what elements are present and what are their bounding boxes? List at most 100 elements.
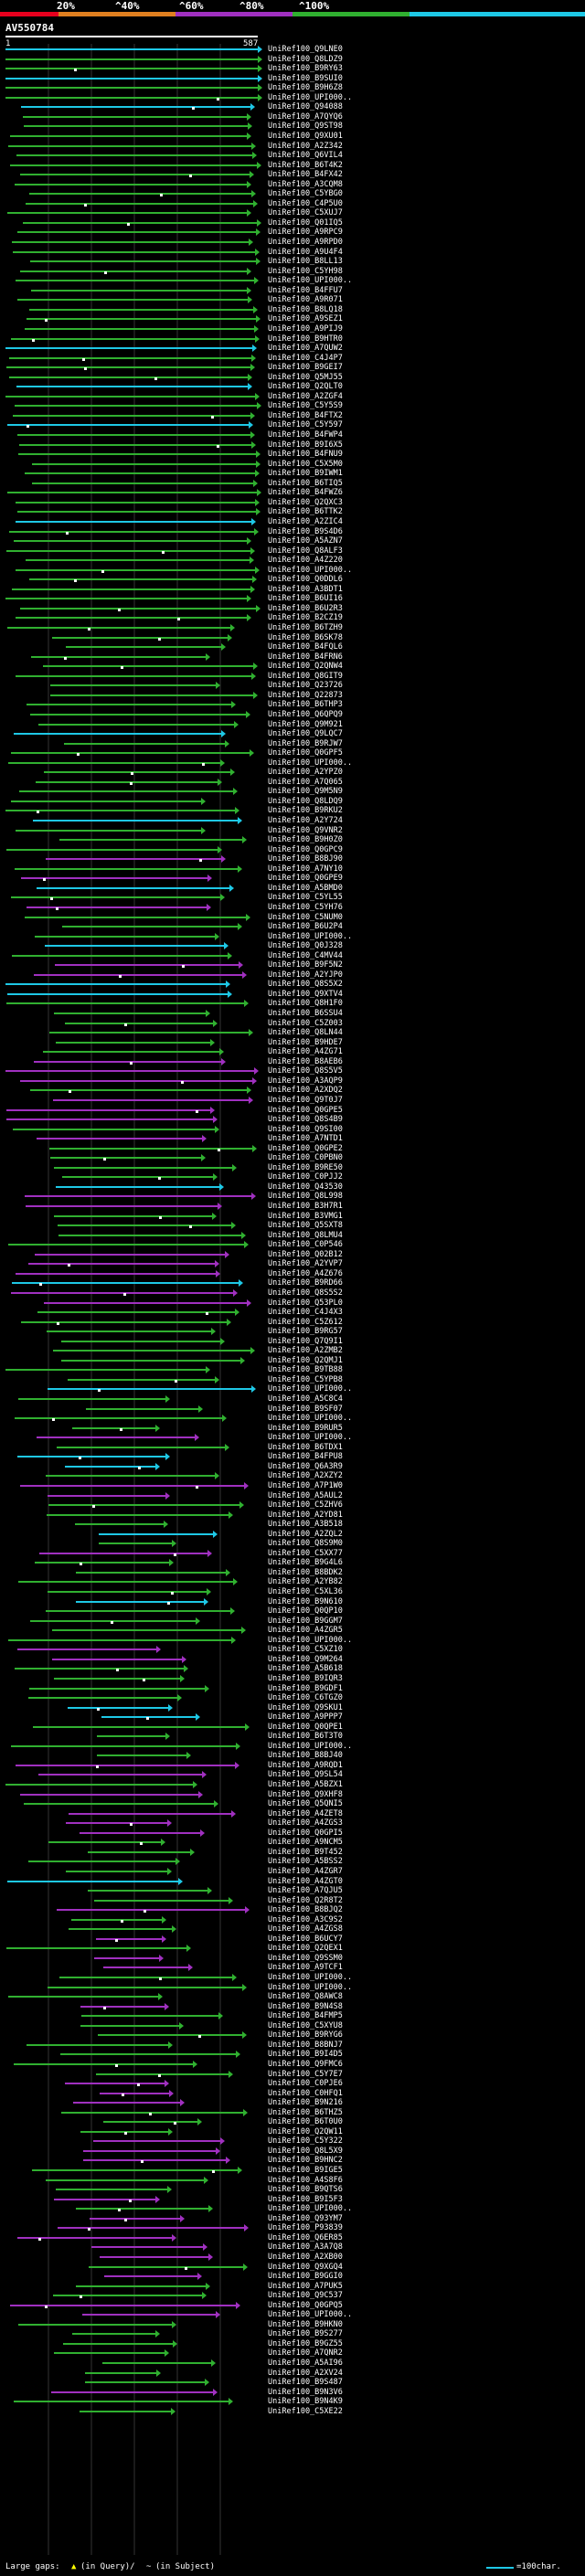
hit-alignment-bar[interactable] — [28, 1263, 215, 1266]
hit-alignment-bar[interactable] — [63, 2342, 173, 2345]
hit-alignment-bar[interactable] — [31, 289, 247, 292]
hit-alignment-bar[interactable] — [7, 627, 230, 629]
hit-label-link[interactable]: UniRef100_B9RY63 — [268, 64, 343, 74]
hit-label-link[interactable]: UniRef100_Q0QP10 — [268, 1606, 343, 1617]
hit-alignment-bar[interactable] — [62, 926, 238, 928]
hit-label-link[interactable]: UniRef100_Q22873 — [268, 690, 343, 700]
hit-label-link[interactable]: UniRef100_B9N3V6 — [268, 2387, 343, 2397]
hit-alignment-bar[interactable] — [75, 1523, 164, 1526]
hit-alignment-bar[interactable] — [53, 1098, 249, 1101]
hit-label-link[interactable]: UniRef100_B6U2R3 — [268, 603, 343, 613]
hit-label-link[interactable]: UniRef100_Q8S5S2 — [268, 1288, 343, 1298]
hit-label-link[interactable]: UniRef100_Q9XTV4 — [268, 989, 343, 999]
hit-label-link[interactable]: UniRef100_A9RQD1 — [268, 1760, 343, 1770]
hit-label-link[interactable]: UniRef100_B4FMP5 — [268, 2011, 343, 2021]
hit-label-link[interactable]: UniRef100_A7QJU5 — [268, 1886, 343, 1896]
hit-alignment-bar[interactable] — [27, 906, 207, 908]
hit-label-link[interactable]: UniRef100_A3BDT1 — [268, 584, 343, 594]
hit-alignment-bar[interactable] — [8, 761, 220, 764]
hit-alignment-bar[interactable] — [100, 2255, 208, 2258]
hit-alignment-bar[interactable] — [38, 1774, 202, 1776]
hit-label-link[interactable]: UniRef100_Q8LN44 — [268, 1028, 343, 1038]
hit-alignment-bar[interactable] — [98, 2034, 242, 2037]
hit-alignment-bar[interactable] — [56, 1041, 210, 1044]
hit-alignment-bar[interactable] — [89, 2265, 243, 2268]
hit-label-link[interactable]: UniRef100_Q8L998 — [268, 1192, 343, 1202]
hit-label-link[interactable]: UniRef100_B6T3T0 — [268, 1732, 343, 1742]
hit-alignment-bar[interactable] — [17, 434, 250, 436]
hit-alignment-bar[interactable] — [7, 492, 257, 494]
hit-alignment-bar[interactable] — [73, 2102, 180, 2104]
hit-alignment-bar[interactable] — [10, 134, 247, 137]
hit-label-link[interactable]: UniRef100_C5XUJ7 — [268, 208, 343, 218]
hit-alignment-bar[interactable] — [14, 540, 247, 543]
hit-alignment-bar[interactable] — [35, 935, 215, 938]
hit-alignment-bar[interactable] — [14, 2062, 193, 2065]
hit-label-link[interactable]: UniRef100_UPI000.. — [268, 931, 353, 941]
hit-label-link[interactable]: UniRef100_Q0GPQ5 — [268, 2300, 343, 2310]
hit-alignment-bar[interactable] — [21, 106, 250, 109]
hit-label-link[interactable]: UniRef100_A4ZGT0 — [268, 1876, 343, 1886]
hit-label-link[interactable]: UniRef100_B9HNC2 — [268, 2156, 343, 2166]
hit-alignment-bar[interactable] — [76, 1571, 226, 1574]
hit-label-link[interactable]: UniRef100_Q8S4B9 — [268, 1115, 343, 1125]
hit-label-link[interactable]: UniRef100_Q6QPQ9 — [268, 709, 343, 719]
hit-label-link[interactable]: UniRef100_B9RD66 — [268, 1278, 343, 1288]
hit-alignment-bar[interactable] — [76, 2284, 206, 2287]
hit-label-link[interactable]: UniRef100_B8LL13 — [268, 257, 343, 267]
hit-label-link[interactable]: UniRef100_B9H6Z8 — [268, 83, 343, 93]
hit-alignment-bar[interactable] — [28, 1697, 177, 1700]
hit-label-link[interactable]: UniRef100_Q8S5V5 — [268, 1066, 343, 1076]
hit-alignment-bar[interactable] — [31, 655, 206, 658]
hit-label-link[interactable]: UniRef100_B6THP3 — [268, 700, 343, 710]
hit-alignment-bar[interactable] — [11, 896, 220, 899]
hit-alignment-bar[interactable] — [65, 1465, 155, 1468]
hit-label-link[interactable]: UniRef100_B4FFU7 — [268, 285, 343, 295]
hit-label-link[interactable]: UniRef100_B4FX42 — [268, 170, 343, 180]
hit-alignment-bar[interactable] — [66, 1822, 167, 1825]
hit-alignment-bar[interactable] — [16, 1764, 235, 1766]
hit-alignment-bar[interactable] — [52, 1629, 241, 1632]
hit-alignment-bar[interactable] — [5, 1070, 254, 1073]
hit-alignment-bar[interactable] — [26, 1205, 218, 1207]
hit-label-link[interactable]: UniRef100_B8AEB6 — [268, 1056, 343, 1066]
hit-label-link[interactable]: UniRef100_B8BJQ2 — [268, 1905, 343, 1915]
hit-label-link[interactable]: UniRef100_Q2QXC3 — [268, 497, 343, 507]
hit-alignment-bar[interactable] — [68, 1706, 168, 1709]
hit-label-link[interactable]: UniRef100_A2YPZ0 — [268, 768, 343, 778]
hit-label-link[interactable]: UniRef100_A7QUW2 — [268, 344, 343, 354]
hit-label-link[interactable]: UniRef100_A9SEZ1 — [268, 314, 343, 324]
hit-label-link[interactable]: UniRef100_A4ZGS3 — [268, 1818, 343, 1829]
hit-label-link[interactable]: UniRef100_UPI000.. — [268, 276, 353, 286]
hit-alignment-bar[interactable] — [48, 1841, 161, 1844]
hit-label-link[interactable]: UniRef100_A2ZQL2 — [268, 1529, 343, 1539]
hit-label-link[interactable]: UniRef100_C5NUM0 — [268, 912, 343, 922]
hit-alignment-bar[interactable] — [17, 1456, 165, 1458]
hit-label-link[interactable]: UniRef100_Q0J328 — [268, 941, 343, 951]
hit-alignment-bar[interactable] — [27, 2043, 168, 2046]
hit-alignment-bar[interactable] — [7, 212, 247, 215]
hit-alignment-bar[interactable] — [16, 280, 254, 282]
hit-label-link[interactable]: UniRef100_Q9XU01 — [268, 131, 343, 141]
hit-alignment-bar[interactable] — [94, 1899, 229, 1902]
hit-label-link[interactable]: UniRef100_C5YBG0 — [268, 189, 343, 199]
hit-label-link[interactable]: UniRef100_B9RYG6 — [268, 2030, 343, 2041]
hit-alignment-bar[interactable] — [35, 1253, 225, 1256]
hit-label-link[interactable]: UniRef100_Q2QLT0 — [268, 382, 343, 392]
hit-alignment-bar[interactable] — [6, 1118, 213, 1121]
hit-label-link[interactable]: UniRef100_Q9M921 — [268, 719, 343, 729]
hit-alignment-bar[interactable] — [5, 347, 252, 350]
hit-label-link[interactable]: UniRef100_A4ZET8 — [268, 1808, 343, 1818]
hit-alignment-bar[interactable] — [12, 241, 249, 243]
hit-alignment-bar[interactable] — [57, 1909, 245, 1912]
hit-alignment-bar[interactable] — [5, 1784, 193, 1786]
hit-label-link[interactable]: UniRef100_C5X5M0 — [268, 459, 343, 469]
hit-alignment-bar[interactable] — [21, 877, 207, 880]
hit-alignment-bar[interactable] — [47, 1513, 229, 1516]
hit-label-link[interactable]: UniRef100_C0P546 — [268, 1240, 343, 1250]
hit-label-link[interactable]: UniRef100_Q53PL0 — [268, 1298, 343, 1308]
hit-alignment-bar[interactable] — [66, 1870, 167, 1872]
hit-alignment-bar[interactable] — [46, 1610, 230, 1613]
hit-alignment-bar[interactable] — [9, 530, 254, 533]
hit-label-link[interactable]: UniRef100_B9GZ55 — [268, 2338, 343, 2348]
